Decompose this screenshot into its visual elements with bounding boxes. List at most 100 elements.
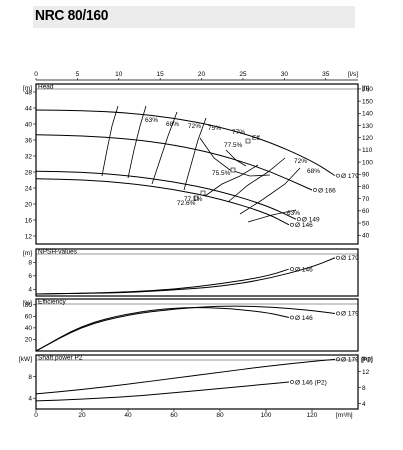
npsh-left-tick-label: 4 xyxy=(28,287,32,294)
head-right-tick-label: 80 xyxy=(362,184,370,191)
head-curve xyxy=(35,134,313,191)
head-right-tick-label: 60 xyxy=(362,208,370,215)
shaft_power-panel-label: Shaft power P2 xyxy=(38,355,83,362)
top-axis-tick-label: 35 xyxy=(322,71,330,78)
efficiency-curve xyxy=(35,307,290,352)
bep-marker xyxy=(230,167,236,173)
npsh-panel-frame xyxy=(35,248,359,297)
iso-efficiency-line xyxy=(225,149,247,167)
efficiency-label: 72.6% xyxy=(177,200,196,207)
iso-efficiency-line xyxy=(127,105,147,179)
bottom-axis-tick-label: 60 xyxy=(170,412,178,419)
iso-efficiency-line xyxy=(101,105,119,177)
head-series-label: Ø 149 xyxy=(302,217,320,224)
efficiency-label: 63% xyxy=(145,117,158,124)
efficiency-series-label: Ø 146 xyxy=(295,315,313,322)
npsh-series-label: Ø 179 xyxy=(341,255,359,262)
bottom-axis-tick-label: 40 xyxy=(124,412,132,419)
head-panel-label: Head xyxy=(38,84,54,91)
bottom-axis-tick-label: 0 xyxy=(34,412,38,419)
bep-marker xyxy=(245,138,251,144)
curve-end-marker xyxy=(336,311,340,316)
efficiency-left-unit: [%] xyxy=(23,300,33,307)
shaft_power-left-tick-label: 8 xyxy=(28,374,32,381)
npsh-series-label: Ø 146 xyxy=(295,266,313,273)
efficiency-label: 68% xyxy=(166,121,179,128)
efficiency-panel-label: Efficiency xyxy=(38,299,66,306)
shaft_power-left-tick-label: 4 xyxy=(28,396,32,403)
head-right-tick-label: 50 xyxy=(362,220,370,227)
head-left-tick-label: 48 xyxy=(25,89,33,96)
efficiency-label: Eff. xyxy=(252,135,262,142)
curve-end-marker xyxy=(313,188,317,192)
shaft_power-curve xyxy=(35,358,336,395)
shaft_power-left-unit: [kW] xyxy=(19,356,32,363)
shaft_power-right-unit: [hp] xyxy=(362,356,373,363)
curve-end-marker xyxy=(290,222,294,227)
shaft_power-series-label: Ø 179 (P2) xyxy=(341,357,373,364)
npsh-curve xyxy=(35,257,336,295)
head-right-tick-label: 90 xyxy=(362,172,370,179)
shaft_power-right-tick-label: 8 xyxy=(362,385,366,392)
top-axis-tick-label: 15 xyxy=(157,71,165,78)
curve-end-marker xyxy=(290,380,294,384)
iso-efficiency-line xyxy=(151,111,178,185)
curve-end-marker xyxy=(296,217,301,222)
head-right-tick-label: 70 xyxy=(362,196,370,203)
head-right-tick-label: 160 xyxy=(362,86,373,93)
bottom-axis-tick-label: 20 xyxy=(78,412,86,419)
page-title: NRC 80/160 xyxy=(35,7,109,24)
top-axis-tick-label: 30 xyxy=(281,71,289,78)
head-right-tick-label: 100 xyxy=(362,159,373,166)
head-left-tick-label: 12 xyxy=(25,233,33,240)
efficiency-left-tick-label: 80 xyxy=(25,302,33,309)
head-right-tick-label: 130 xyxy=(362,123,373,130)
bep-marker xyxy=(193,195,199,201)
efficiency-label: 63% xyxy=(287,210,300,217)
head-left-tick-label: 20 xyxy=(25,201,33,208)
head-right-tick-label: 40 xyxy=(362,233,370,240)
head-left-tick-label: 40 xyxy=(25,121,33,128)
npsh-left-tick-label: 8 xyxy=(28,260,32,267)
iso-efficiency-line xyxy=(183,117,207,191)
bep-marker xyxy=(200,190,206,196)
efficiency-label: 75.5% xyxy=(212,170,231,177)
efficiency-label: 68% xyxy=(307,168,320,175)
iso-efficiency-line xyxy=(239,167,301,215)
bottom-axis-tick-label: 100 xyxy=(261,412,272,419)
npsh-panel-label: NPSH-values xyxy=(38,249,78,256)
head-left-unit: [m] xyxy=(23,85,32,92)
curve-end-marker xyxy=(336,255,340,260)
head-curve xyxy=(35,109,336,177)
efficiency-label: 77.1% xyxy=(184,196,203,203)
head-left-tick-label: 16 xyxy=(25,217,33,224)
iso-efficiency-line xyxy=(204,164,259,197)
shaft_power-curve xyxy=(35,381,290,402)
top-axis-tick-label: 5 xyxy=(76,71,80,78)
head-left-tick-label: 36 xyxy=(25,137,33,144)
head-right-unit: [ft] xyxy=(362,85,369,92)
head-series-label: Ø 146 xyxy=(295,222,313,229)
bottom-axis-tick-label: 120 xyxy=(307,412,318,419)
title-bar xyxy=(33,6,355,28)
shaft_power-right-tick-label: 4 xyxy=(362,401,366,408)
head-left-tick-label: 24 xyxy=(25,185,33,192)
bottom-axis-unit: [m³/h] xyxy=(336,412,353,419)
head-curve xyxy=(35,178,290,226)
iso-efficiency-line xyxy=(227,157,286,203)
head-left-tick-label: 28 xyxy=(25,169,33,176)
head-right-tick-label: 140 xyxy=(362,111,373,118)
efficiency-label: 72% xyxy=(188,123,201,130)
efficiency-label: 75% xyxy=(208,125,221,132)
top-axis-unit: [l/s] xyxy=(348,71,358,78)
npsh-left-tick-label: 6 xyxy=(28,273,32,280)
efficiency-left-tick-label: 20 xyxy=(25,337,33,344)
head-right-tick-label: 120 xyxy=(362,135,373,142)
efficiency-label: 77% xyxy=(232,129,245,136)
head-curve xyxy=(35,170,297,220)
efficiency-label: 77.5% xyxy=(224,142,243,149)
head-left-tick-label: 32 xyxy=(25,153,33,160)
head-series-label: Ø 166 xyxy=(318,187,336,194)
efficiency-panel-frame xyxy=(35,298,359,352)
